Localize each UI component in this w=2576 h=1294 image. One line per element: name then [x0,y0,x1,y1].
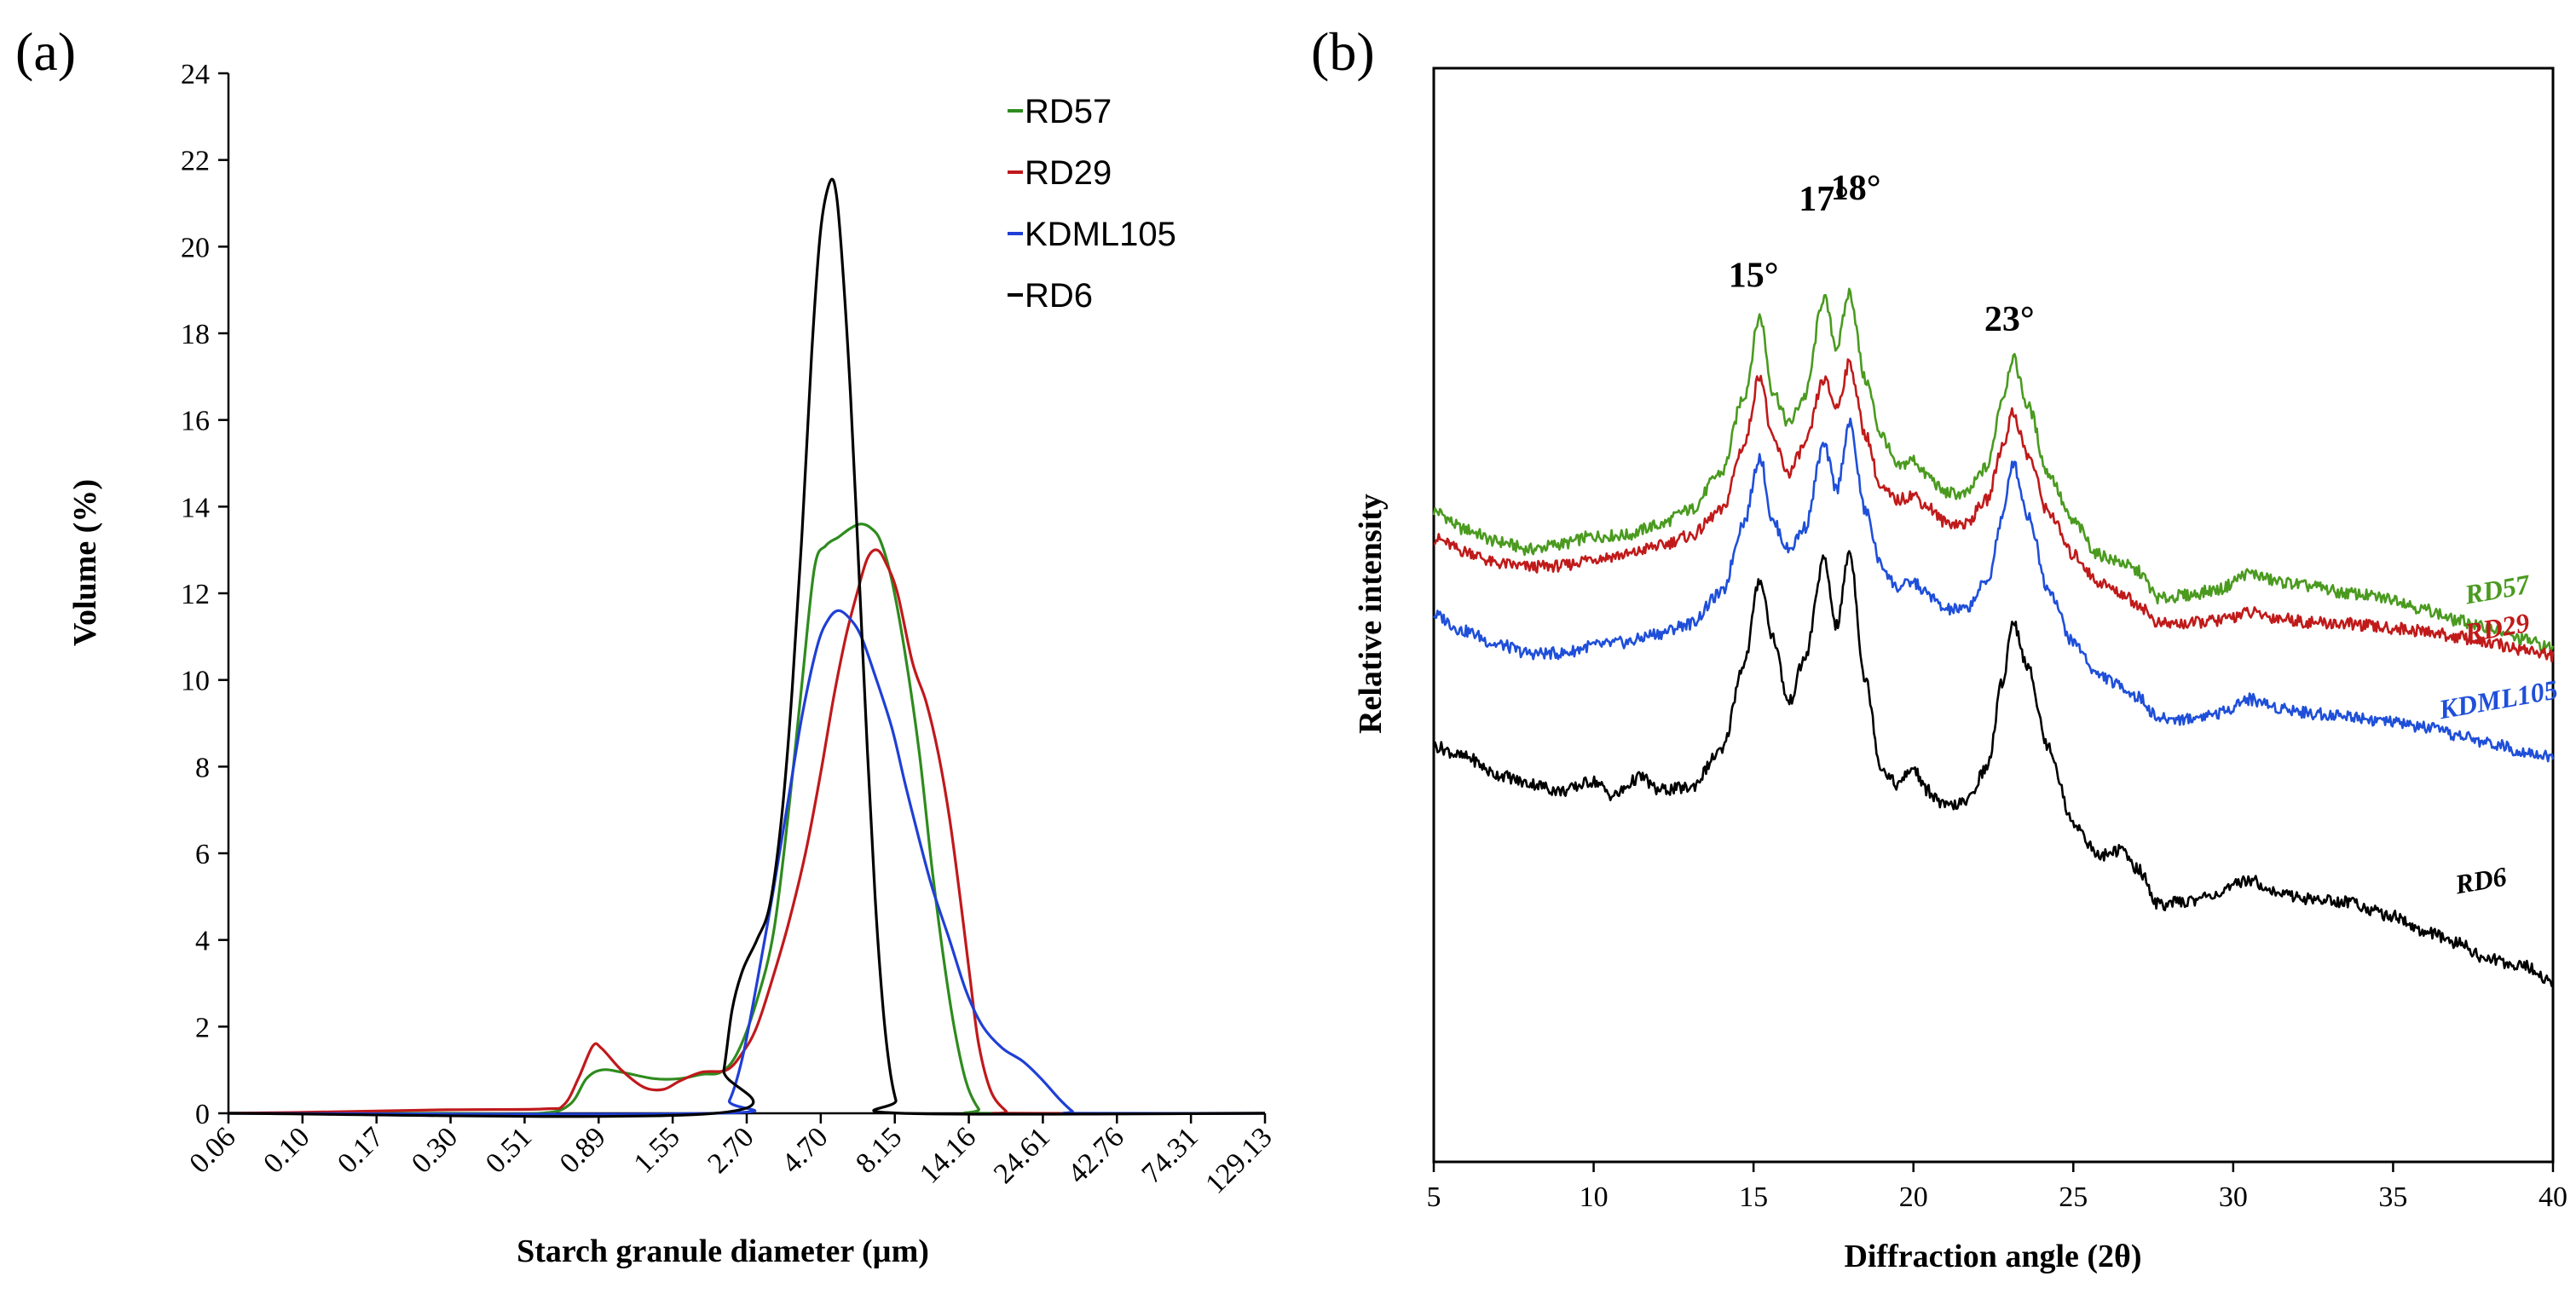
a-y-tick-label: 8 [195,752,210,783]
a-y-tick-label: 4 [195,926,210,957]
b-x-axis: 5 10 15 20 25 30 35 40 [1427,1162,2567,1213]
a-y-axis-title: Volume (%) [67,479,103,646]
a-series-rd29 [228,548,1266,1115]
a-legend-label: KDML105 [1025,216,1176,253]
a-x-tick-label: 1.55 [628,1121,686,1179]
b-series-kdml105 [1432,417,2555,763]
a-series-rd57 [228,523,1266,1116]
a-legend: RD57 RD29 KDML105 RD6 [1008,93,1176,315]
a-x-tick-label: 0.30 [406,1121,464,1179]
a-y-tick-label: 18 [181,319,210,350]
b-plot-frame [1432,66,2555,1164]
a-y-tick-label: 0 [195,1099,210,1130]
a-y-tick-label: 22 [181,146,210,177]
b-x-tick-label: 35 [2378,1181,2407,1213]
a-series-kdml105 [228,609,1266,1116]
a-y-tick-label: 2 [195,1012,210,1043]
a-y-tick-label: 14 [181,492,210,523]
panel-a-label: (a) [15,21,76,82]
b-peak-label: 17° [1799,180,1849,219]
b-series-rd57 [1432,287,2555,654]
a-x-tick-label: 129.13 [1199,1121,1278,1199]
a-y-tick-label: 20 [181,232,210,263]
b-peak-label: 18° [1831,169,1881,208]
b-x-tick-label: 30 [2219,1181,2248,1213]
b-peak-annotations: 15° 17°18° 23° [1729,169,2035,339]
b-x-tick-label: 15 [1739,1181,1768,1213]
a-x-tick-label: 0.10 [257,1121,315,1179]
a-legend-label: RD57 [1025,93,1112,130]
b-x-tick-label: 25 [2059,1181,2088,1213]
b-x-tick-label: 40 [2538,1181,2567,1213]
a-x-tick-label: 24.61 [988,1121,1056,1189]
b-series-group [1432,287,2555,987]
a-x-axis-title: Starch granule diameter (µm) [517,1233,929,1269]
b-peak-label: 15° [1729,257,1779,296]
a-y-tick-label: 6 [195,839,210,870]
a-x-tick-label: 2.70 [702,1121,760,1179]
a-series-group [228,177,1266,1118]
a-x-axis: 0.06 0.10 0.17 0.30 0.51 0.89 1.55 2.70 4.70 8.15… [183,1112,1279,1200]
a-legend-label: RD6 [1025,277,1093,315]
b-x-tick-label: 5 [1427,1181,1441,1213]
b-series-rd29 [1433,358,2555,663]
b-series-label-rd57: RD57 [2462,568,2533,609]
b-series-label-kdml105: KDML105 [2436,673,2561,725]
a-x-tick-label: 14.16 [914,1121,982,1189]
a-y-tick-label: 24 [181,59,210,90]
a-x-tick-label: 0.06 [183,1121,241,1179]
b-peak-label: 23° [1984,300,2035,339]
a-x-tick-label: 42.76 [1062,1121,1130,1189]
a-legend-label: RD29 [1025,154,1112,192]
a-y-tick-label: 12 [181,579,210,610]
a-x-tick-label: 0.89 [554,1121,612,1179]
b-x-tick-label: 10 [1580,1181,1609,1213]
panel-b-label: (b) [1311,21,1375,82]
a-x-tick-label: 0.51 [480,1121,538,1179]
b-series-rd6 [1432,550,2555,987]
a-x-tick-label: 4.70 [776,1121,834,1179]
a-x-tick-label: 8.15 [850,1121,908,1179]
a-x-tick-label: 0.17 [332,1121,390,1179]
a-x-tick-label: 74.31 [1136,1121,1204,1189]
a-y-tick-label: 10 [181,666,210,697]
b-x-tick-label: 20 [1899,1181,1928,1213]
b-x-axis-title: Diffraction angle (2θ) [1844,1239,2141,1274]
a-y-tick-label: 16 [181,406,210,437]
a-series-rd6 [228,177,1266,1118]
b-series-label-rd6: RD6 [2452,861,2509,900]
b-y-axis-title: Relative intensity [1353,494,1389,734]
